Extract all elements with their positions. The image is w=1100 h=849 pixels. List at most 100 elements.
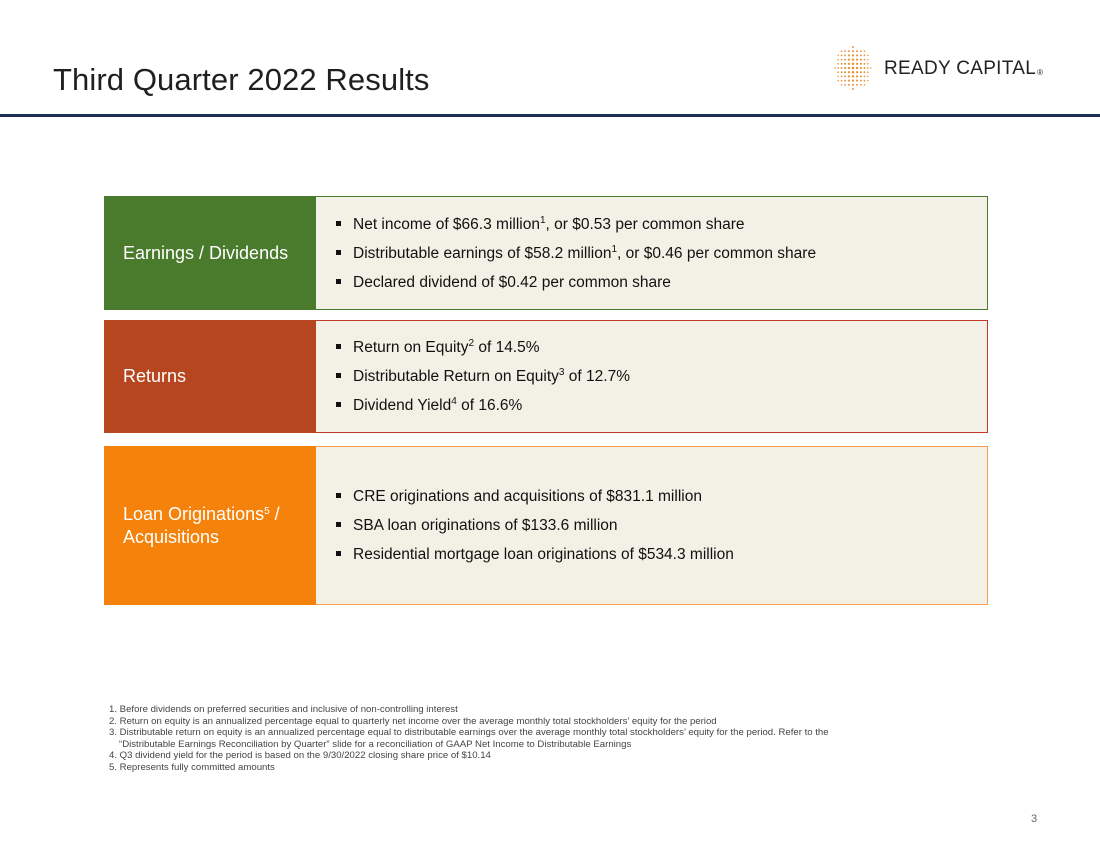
bullet-item: SBA loan originations of $133.6 million <box>336 511 987 540</box>
footnote-ref: 5 <box>264 505 270 517</box>
bullet-text: Net income of $66.3 million <box>353 215 540 233</box>
bullet-square-icon <box>336 249 341 255</box>
logo-dot <box>840 84 843 86</box>
earnings-label-text: Earnings / Dividends <box>123 242 289 263</box>
footnotes: 1. Before dividends on preferred securit… <box>109 704 989 774</box>
logo-dot <box>866 62 869 65</box>
header-rule <box>0 114 1100 117</box>
bullet-item: Return on Equity2 of 14.5% <box>336 333 987 362</box>
returns-label-text: Returns <box>123 366 187 386</box>
logo-dot <box>844 75 847 78</box>
logo-dot <box>860 50 862 53</box>
logo-dot <box>856 79 859 82</box>
logo-dot <box>851 58 855 61</box>
footnote: 2. Return on equity is an annualized per… <box>109 715 717 727</box>
logo-dot <box>859 66 863 70</box>
logo-dot <box>856 83 859 86</box>
logo-dot <box>863 75 866 78</box>
logo-dot <box>867 79 869 82</box>
footnote-ref: 3 <box>558 367 565 378</box>
bullet-square-icon <box>336 220 341 226</box>
bullet-text-tail: of 14.5% <box>474 339 540 356</box>
bullet-square-icon <box>336 551 341 556</box>
logo-dot <box>840 75 843 78</box>
logo-dot <box>851 79 855 82</box>
bullet-text: SBA loan originations of $133.6 million <box>353 517 618 534</box>
logo-dot <box>844 58 847 61</box>
logo-dot <box>840 67 843 69</box>
logo-dot <box>847 79 850 82</box>
bullet-square-icon <box>336 278 341 284</box>
logo-dot <box>859 62 862 65</box>
logo-dot <box>840 54 843 57</box>
bullet-text: Distributable Return on Equity <box>353 368 559 385</box>
earnings-label: Earnings / Dividends <box>104 196 316 310</box>
bullet-text: CRE originations and acquisitions of $83… <box>353 488 702 505</box>
logo-dot <box>855 66 859 70</box>
earnings-panel: Net income of $66.3 million1, or $0.53 p… <box>316 196 988 310</box>
bullet-item: Net income of $66.3 million1, or $0.53 p… <box>336 210 987 239</box>
logo-dot <box>856 54 859 57</box>
bullet-square-icon <box>336 493 341 498</box>
logo-dot <box>844 50 846 53</box>
bullet-item: Declared dividend of $0.42 per common sh… <box>336 268 987 297</box>
logo-dot <box>851 54 855 57</box>
logo-dot <box>867 58 869 61</box>
footnote: 5. Represents fully committed amounts <box>109 761 275 773</box>
bullet-item: Residential mortgage loan originations o… <box>336 540 987 569</box>
logo-dot <box>855 75 859 78</box>
logo-dot <box>856 50 859 53</box>
logo-dot <box>847 62 851 65</box>
footnote: 3. Distributable return on equity is an … <box>109 727 829 739</box>
slide-title: Third Quarter 2022 Results <box>53 62 430 97</box>
bullet-text: Dividend Yield <box>353 397 452 414</box>
logo-dot <box>855 62 859 65</box>
loans-label-tail: / Acquisitions <box>123 503 280 547</box>
loans-label: Loan Originations5 / Acquisitions <box>104 446 316 605</box>
earnings-row: Earnings / Dividends Net income of $66.3… <box>104 196 988 310</box>
logo-dot <box>859 71 862 74</box>
logo-dot <box>855 71 859 74</box>
logo-dot <box>851 70 855 74</box>
bullet-text-tail: , or $0.53 per common share <box>545 215 745 233</box>
logo-dot <box>863 84 866 86</box>
logo-dot <box>837 58 839 61</box>
logo-dot <box>847 66 851 70</box>
logo-dot <box>847 83 850 86</box>
dot-globe-icon <box>834 45 872 91</box>
logo-dot <box>851 83 855 86</box>
logo-dot <box>851 66 855 70</box>
logo-dot <box>870 67 872 69</box>
returns-label: Returns <box>104 320 316 433</box>
bullet-square-icon <box>336 344 341 349</box>
footnote: 1. Before dividends on preferred securit… <box>109 704 458 715</box>
logo-dot <box>847 75 851 78</box>
logo-dot <box>837 75 839 78</box>
logo-dot <box>851 87 855 91</box>
footnote-ref: 4 <box>451 396 457 407</box>
bullet-text-tail: , or $0.46 per common share <box>617 244 817 262</box>
logo-dot <box>844 83 846 86</box>
logo-dot <box>834 67 836 69</box>
bullet-square-icon <box>336 402 341 407</box>
logo-dot <box>866 67 869 69</box>
footnote-ref: 2 <box>468 338 475 349</box>
logo-dot <box>859 58 862 61</box>
bullet-item: Dividend Yield4 of 16.6% <box>336 391 987 420</box>
logo-dot <box>843 66 847 70</box>
footnote-ref: 1 <box>539 214 546 226</box>
logo-dot <box>863 79 866 82</box>
bullet-text: Distributable earnings of $58.2 million <box>353 244 612 262</box>
bullet-text-tail: of 16.6% <box>456 397 523 414</box>
footnote: “Distributable Earnings Reconciliation b… <box>119 738 632 750</box>
bullet-square-icon <box>336 373 341 378</box>
logo-dot <box>840 50 843 52</box>
bullet-text: Declared dividend of $0.42 per common sh… <box>353 273 671 291</box>
logo-dot <box>863 58 866 61</box>
bullet-text: Residential mortgage loan originations o… <box>353 546 734 563</box>
logo-dot <box>851 45 855 49</box>
logo-dot <box>867 75 869 78</box>
logo-dot <box>847 58 851 61</box>
logo-dot <box>863 62 866 65</box>
logo-dot <box>837 67 840 69</box>
